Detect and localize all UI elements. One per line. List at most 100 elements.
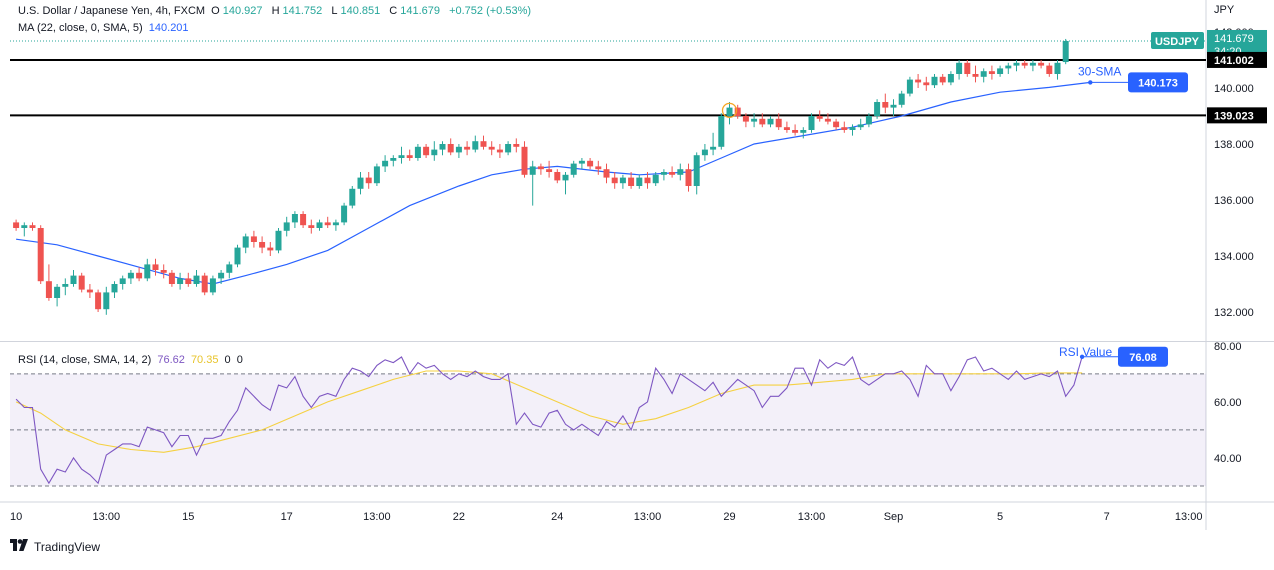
candle-body xyxy=(13,222,20,228)
candle-body xyxy=(595,166,602,170)
candle-body xyxy=(349,188,356,206)
ohlc-low: L 140.851 xyxy=(331,5,383,17)
candle-body xyxy=(890,104,897,108)
candle-body xyxy=(997,68,1004,74)
ohlc-low-value: 140.851 xyxy=(340,5,381,17)
candle-body xyxy=(291,214,298,223)
candle-body xyxy=(209,278,216,293)
candle-body xyxy=(341,205,348,223)
rsi-tick-label: 60.00 xyxy=(1214,397,1242,409)
candle-body xyxy=(1054,62,1061,74)
candle-body xyxy=(874,102,881,116)
branding-text: TradingView xyxy=(34,539,101,554)
sma-annotation-label: 30-SMA xyxy=(1078,64,1121,78)
time-tick-label: 10 xyxy=(10,511,22,523)
candle-body xyxy=(1046,65,1053,74)
price-tick-label: 136.000 xyxy=(1214,195,1254,207)
candle-body xyxy=(111,284,118,293)
candle-body xyxy=(332,222,339,226)
candle-body xyxy=(529,166,536,175)
candle-body xyxy=(751,118,758,122)
candle-body xyxy=(185,278,192,284)
candle-body xyxy=(472,141,479,150)
last-price-badge-price: 141.679 xyxy=(1214,33,1254,45)
rsi-legend-v2: 0 xyxy=(236,354,243,366)
candle-body xyxy=(570,163,577,175)
symbol-badge-text: USDJPY xyxy=(1155,36,1200,48)
candle-body xyxy=(193,275,200,284)
rsi-tick-label: 80.00 xyxy=(1214,341,1242,353)
ohlc-low-key: L xyxy=(331,5,338,17)
time-tick-label: 17 xyxy=(281,511,293,523)
candle-body xyxy=(980,71,987,77)
rsi-sma-line xyxy=(15,370,1083,453)
time-tick-label: 13:00 xyxy=(363,511,391,523)
rsi-legend: RSI (14, close, SMA, 14, 2) 76.62 70.35 … xyxy=(18,354,246,366)
candle-body xyxy=(365,177,372,184)
tradingview-logo[interactable]: TradingView xyxy=(10,539,100,554)
candle-body xyxy=(226,264,233,273)
candle-body xyxy=(898,93,905,105)
candle-body xyxy=(988,71,995,74)
candle-body xyxy=(234,247,241,265)
price-tick-label: 138.000 xyxy=(1214,139,1254,151)
candles-group xyxy=(13,38,1069,315)
candle-body xyxy=(1038,62,1045,66)
candle-body xyxy=(685,169,692,186)
candle-body xyxy=(611,177,618,184)
candle-body xyxy=(816,116,823,119)
ohlc-high: H 141.752 xyxy=(272,5,326,17)
candle-body xyxy=(218,272,225,279)
time-tick-label: Sep xyxy=(884,511,904,523)
candle-body xyxy=(677,169,684,175)
candle-body xyxy=(283,222,290,231)
candle-body xyxy=(1013,62,1020,66)
candle-body xyxy=(939,76,946,83)
price-tick-label: 140.000 xyxy=(1214,83,1254,95)
candle-body xyxy=(915,79,922,83)
candle-body xyxy=(849,127,856,130)
candle-body xyxy=(431,149,438,156)
candle-body xyxy=(726,107,733,116)
candle-body xyxy=(636,177,643,186)
candle-body xyxy=(439,144,446,150)
time-tick-label: 24 xyxy=(551,511,563,523)
candle-body xyxy=(390,158,397,161)
candle-body xyxy=(488,146,495,150)
candle-body xyxy=(652,174,659,184)
candle-body xyxy=(808,116,815,130)
candle-body xyxy=(710,146,717,150)
candle-body xyxy=(603,169,610,178)
ohlc-high-value: 141.752 xyxy=(282,5,323,17)
candle-body xyxy=(1062,40,1069,63)
candle-body xyxy=(373,166,380,184)
candle-body xyxy=(628,177,635,186)
time-tick-label: 7 xyxy=(1104,511,1110,523)
candle-body xyxy=(259,242,266,248)
tradingview-logo-icon xyxy=(10,539,30,554)
candle-body xyxy=(775,118,782,128)
symbol-title: U.S. Dollar / Japanese Yen, 4h, FXCM xyxy=(18,5,206,17)
candle-body xyxy=(144,264,151,279)
candle-body xyxy=(906,79,913,94)
candle-body xyxy=(865,116,872,125)
candle-body xyxy=(447,144,454,153)
candle-body xyxy=(300,214,307,226)
candle-body xyxy=(119,278,126,284)
candle-body xyxy=(1021,62,1028,66)
candle-body xyxy=(1029,62,1036,66)
candle-body xyxy=(357,177,364,189)
candle-body xyxy=(160,270,167,273)
candle-body xyxy=(152,264,159,270)
candle-body xyxy=(398,155,405,158)
candle-body xyxy=(947,74,954,83)
time-tick-label: 13:00 xyxy=(798,511,826,523)
candle-body xyxy=(95,292,102,310)
candle-body xyxy=(242,236,249,248)
candle-body xyxy=(127,272,134,279)
candle-body xyxy=(21,225,28,228)
candle-body xyxy=(513,144,520,147)
time-tick-label: 22 xyxy=(453,511,465,523)
